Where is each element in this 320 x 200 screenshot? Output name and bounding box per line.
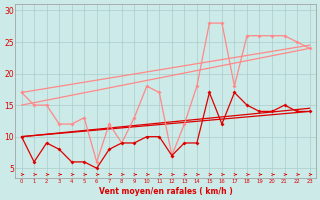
X-axis label: Vent moyen/en rafales ( km/h ): Vent moyen/en rafales ( km/h )	[99, 187, 232, 196]
